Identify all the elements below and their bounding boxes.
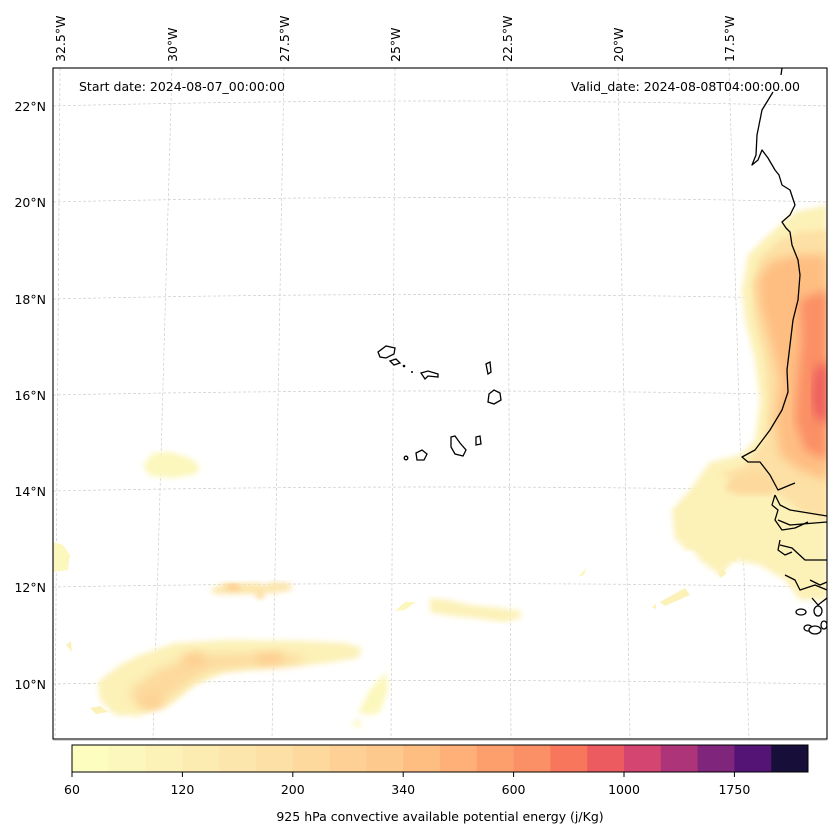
gridline-lat-18 [53,294,827,300]
island-santa-luzia [402,364,406,368]
map-frame [52,67,828,740]
gridline-lon-32_5 [54,68,61,739]
lon-tick-label: 22.5°W [500,16,515,62]
colorbar-bins [72,745,809,772]
colorbar-frame [71,744,809,773]
field-diagonal-streak [352,672,388,728]
colorbar-tick-label: 600 [502,782,526,797]
colorbar-bin [476,745,515,772]
colorbar-bin [771,745,809,772]
gridline-lon-25 [390,68,396,739]
field-tiny-sw [66,641,108,714]
lon-tick-label: 17.5°W [722,16,737,62]
colorbar-bin [219,745,257,772]
colorbar-bin [329,745,367,772]
colorbar-bin [256,745,294,772]
lat-tick-label: 10°N [14,677,46,692]
gridline-lon-20 [617,68,631,739]
colorbar-bin [734,745,772,772]
colorbar-tick-label: 200 [281,782,305,797]
field-plume-south [680,535,712,550]
colorbar-bin [366,745,404,772]
island-brava [403,455,409,461]
island-maio [475,435,482,446]
colorbar-bin [624,745,662,772]
colorbar-bin [108,745,147,772]
island-santiago [450,435,467,457]
gridline-lon-22_5 [506,68,512,739]
colorbar-tick-label: 60 [64,782,80,797]
gridline-lon-17_5 [728,68,750,739]
field-west-edge [53,542,70,572]
lat-tick-label: 20°N [14,195,46,210]
colorbar-ticks: 60 120 200 340 600 1000 1750 [64,772,750,797]
colorbar-bin [550,745,588,772]
lon-tick-label: 20°W [611,27,626,62]
colorbar-tick-label: 340 [391,782,415,797]
island-sao-nicolau [419,370,439,381]
colorbar-tick-label: 1000 [608,782,640,797]
island-santo-antao [377,345,396,359]
coastline-guinea-bissau [771,494,827,586]
colorbar-label: 925 hPa convective available potential e… [276,809,603,824]
field-plume-dots [652,556,737,609]
colorbar-tick-label: 1750 [718,782,750,797]
colorbar-bin [292,745,331,772]
field-plume-warm [725,470,775,495]
colorbar-bin [697,745,735,772]
gridline-lat-14 [53,486,827,492]
field-west-cell [143,452,200,478]
gridlines [53,68,827,739]
valid-date-label: Valid_date: 2024-08-08T04:00:00.00 [571,79,800,94]
island-boa-vista [487,389,502,405]
latitude-tick-labels: 22°N 20°N 18°N 16°N 14°N 12°N 10°N [14,99,46,692]
gridline-lon-30 [152,68,173,739]
lat-tick-label: 12°N [14,580,46,595]
gridline-lat-16 [53,390,827,396]
gridline-lon-27_5 [271,68,285,739]
gridline-lat-22 [53,100,827,107]
lon-tick-label: 25°W [388,27,403,62]
lat-tick-label: 14°N [14,484,46,499]
colorbar-tick-label: 120 [170,782,194,797]
lat-tick-label: 18°N [14,292,46,307]
gridline-lat-20 [53,197,827,203]
field-southern-band-hot [140,652,285,708]
map-background [53,68,827,739]
colorbar-bin [145,745,183,772]
field-mid-streak [430,598,522,622]
colorbar-bin [182,745,220,772]
colorbar: 60 120 200 340 600 1000 1750 925 hPa convectiv… [64,744,809,824]
start-date-label: Start date: 2024-08-07_00:00:00 [79,79,285,94]
island-fogo [415,449,428,461]
longitude-tick-labels: 32.5°W 30°W 27.5°W 25°W 22.5°W 20°W 17.5… [53,16,737,62]
field-southern-band-core [130,654,305,705]
lat-tick-label: 16°N [14,388,46,403]
lon-tick-label: 27.5°W [277,16,292,62]
colorbar-bin [440,745,478,772]
island-sao-vicente [388,358,402,366]
colorbar-bin [72,745,110,772]
colorbar-bin [513,745,551,772]
field-coast-l5 [812,360,827,425]
coastline-africa [741,68,827,606]
island-razo [411,371,413,373]
bijagos-islands [795,605,827,635]
cape-verde-islands [377,345,502,461]
colorbar-bin [587,745,625,772]
field-northern-streak-core [226,584,264,599]
cape-field [53,205,827,728]
lon-tick-label: 32.5°W [53,16,68,62]
lon-tick-label: 30°W [165,27,180,62]
gridline-lat-12 [53,583,827,588]
island-sal [485,360,492,376]
colorbar-bin [403,745,441,772]
colorbar-bin [660,745,699,772]
lat-tick-label: 22°N [14,99,46,114]
map-content [53,68,827,739]
